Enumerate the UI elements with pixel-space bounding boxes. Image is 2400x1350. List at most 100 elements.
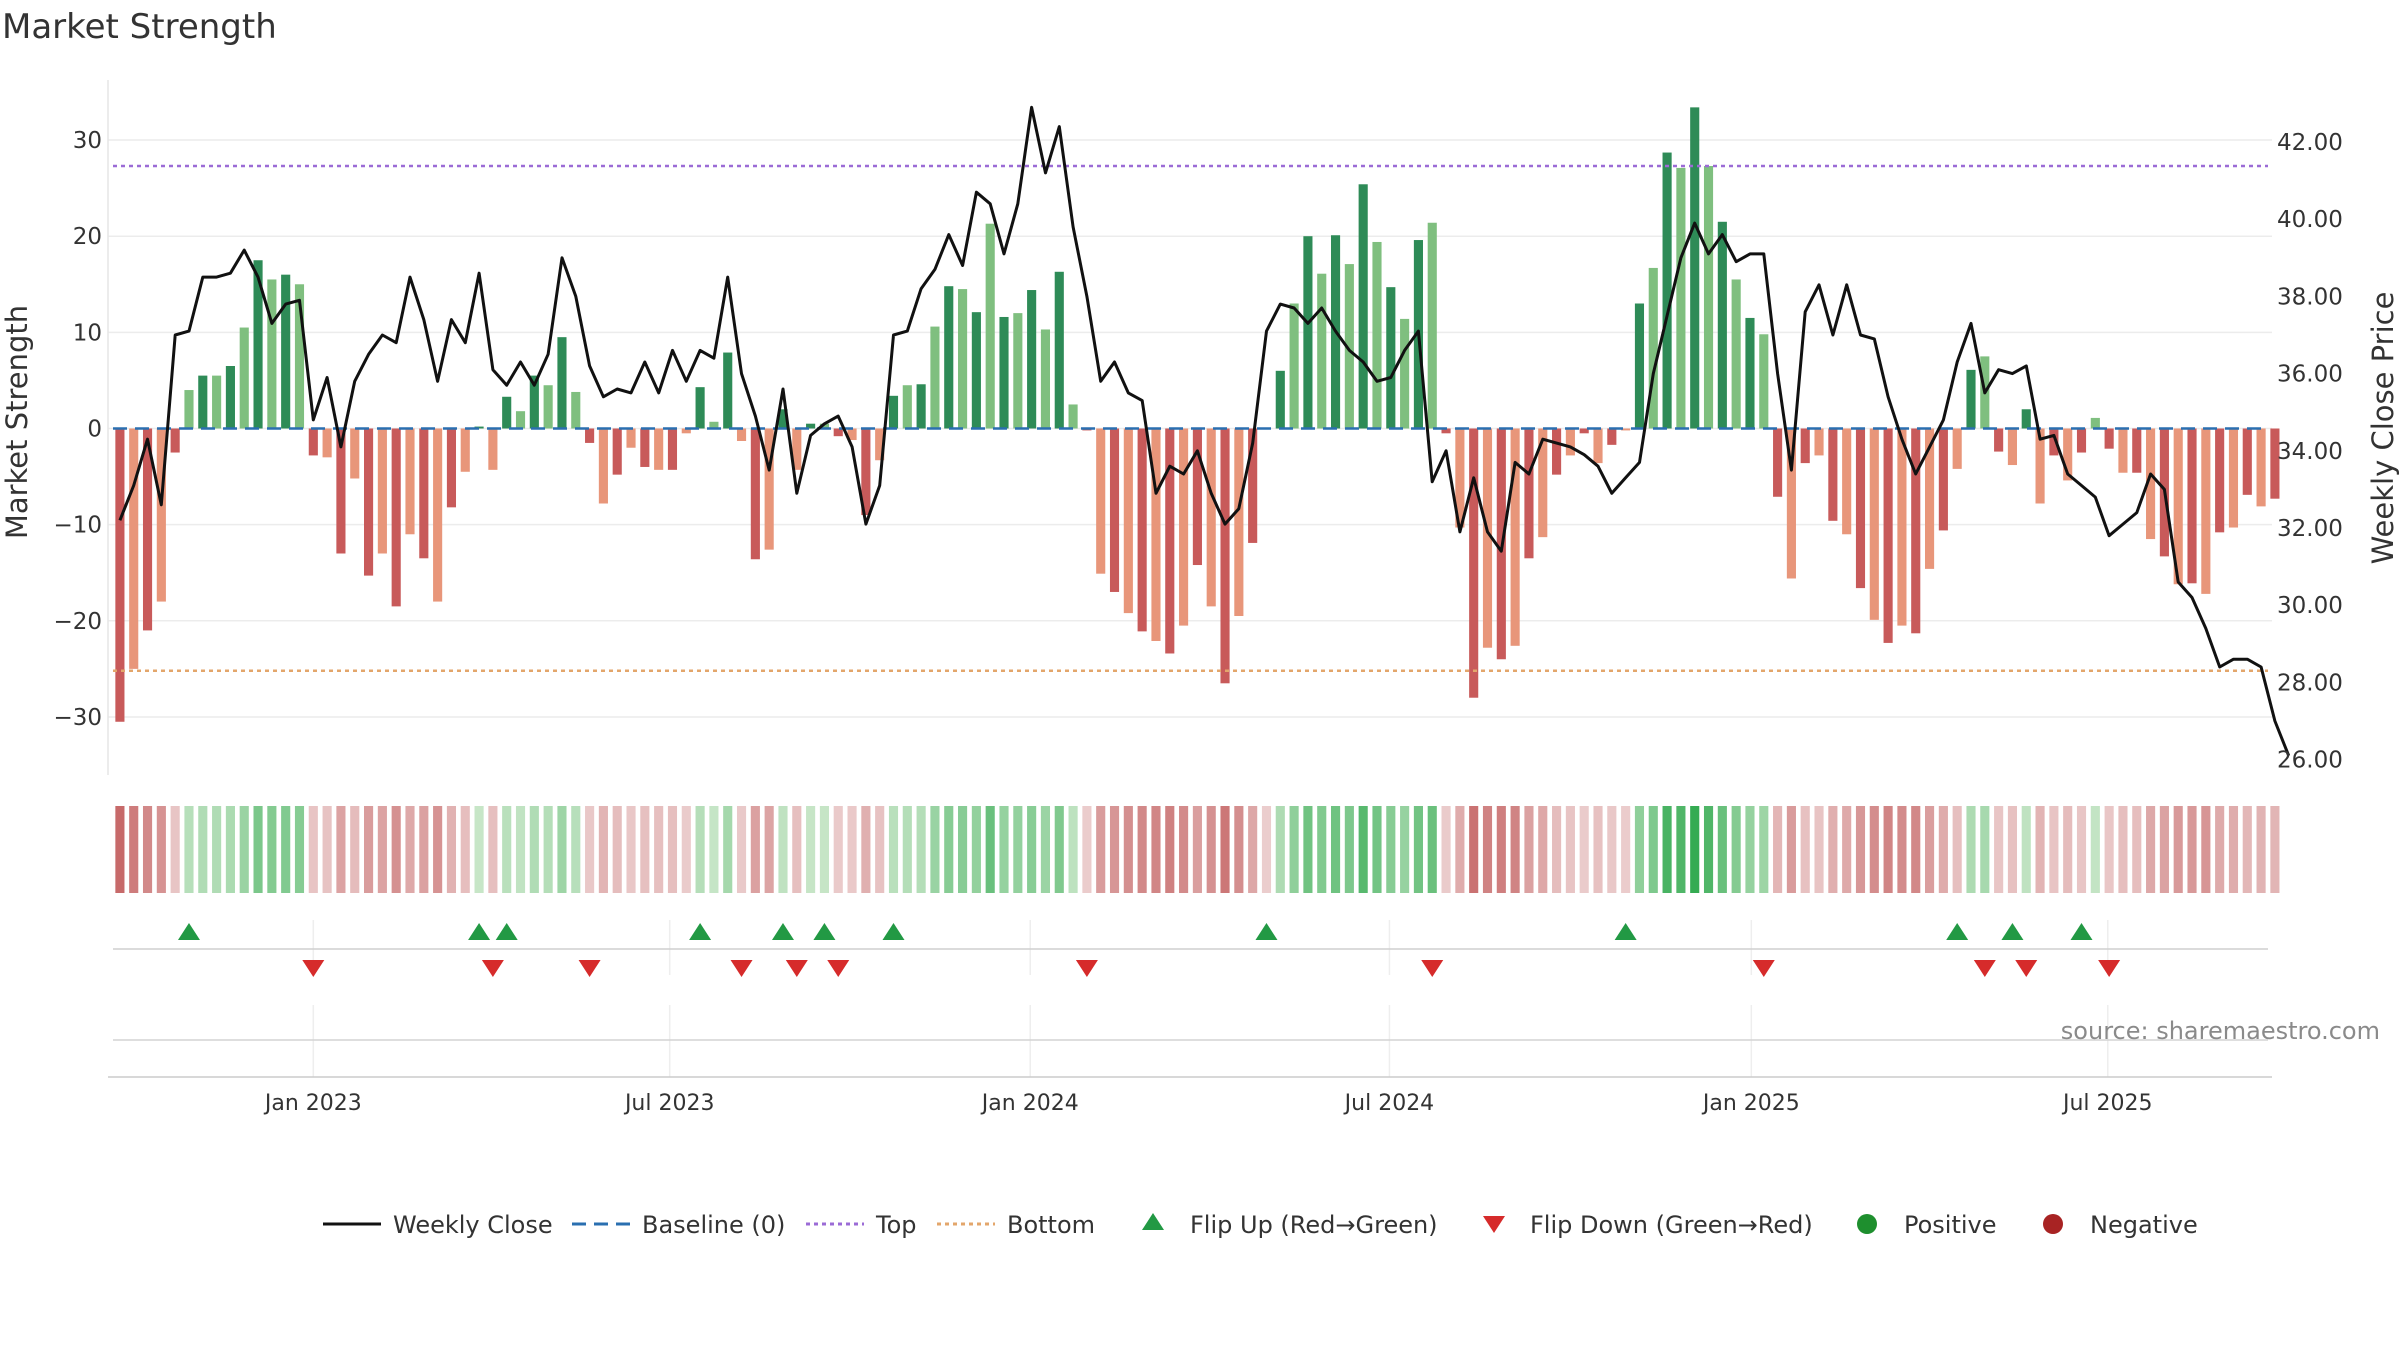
strip-cell (1759, 806, 1769, 893)
strip-cell (1234, 806, 1244, 893)
strength-bar (750, 428, 760, 560)
strip-cell (1054, 806, 1064, 893)
strip-cell (419, 806, 429, 893)
flip-up-marker (882, 923, 905, 940)
strength-bar (764, 428, 774, 550)
strip-cell (1842, 806, 1852, 893)
strip-cell (515, 806, 526, 893)
strip-cell (944, 806, 954, 893)
strength-bar (1400, 318, 1410, 429)
strength-bar (2146, 428, 2156, 540)
legend-label: Baseline (0) (642, 1211, 785, 1239)
strip-cell (1330, 806, 1341, 893)
strip-cell (2090, 806, 2100, 893)
strip-cell (1897, 806, 1907, 893)
strength-bar (529, 375, 539, 429)
flip-up-marker (2001, 923, 2024, 940)
strength-bar (1441, 428, 1451, 434)
strip-cell (2007, 806, 2017, 893)
strength-bar (640, 428, 650, 467)
strength-bar (916, 384, 926, 429)
strip-cell (888, 806, 899, 893)
strip-cell (654, 806, 664, 893)
strength-bar (1911, 428, 1921, 634)
strength-bar (267, 279, 277, 429)
strength-bar (212, 375, 222, 429)
right-tick-label: 36.00 (2277, 362, 2343, 388)
strength-bar (557, 337, 567, 429)
strip-cell (1800, 806, 1810, 893)
strip-cell (1579, 806, 1589, 893)
legend-item: Positive (1857, 1211, 1997, 1239)
strip-cell (1109, 806, 1120, 893)
strip-cell (571, 806, 581, 893)
strength-bar (1994, 428, 2004, 452)
strip-cell (1524, 806, 1534, 893)
strip-cell (792, 806, 802, 893)
x-tick-label: Jan 2025 (1701, 1091, 1800, 1116)
strength-bars (115, 107, 2280, 722)
strength-bar (1372, 241, 1382, 429)
left-tick-label: −30 (53, 705, 102, 731)
strength-bar (1648, 267, 1658, 429)
flip-down-marker (481, 960, 504, 977)
legend-swatch (2043, 1214, 2063, 1234)
left-tick-label: 10 (73, 320, 102, 346)
strip-cell (502, 806, 512, 893)
strip-cell (861, 806, 871, 893)
right-tick-label: 42.00 (2277, 130, 2343, 156)
strength-bar (115, 428, 125, 722)
strip-cell (1082, 806, 1092, 893)
strip-cell (1386, 806, 1396, 893)
strength-bar (2049, 428, 2059, 456)
strength-bar (2118, 428, 2128, 473)
strip-cell (1828, 806, 1838, 893)
strip-cell (1137, 806, 1147, 893)
right-axis-label: Weekly Close Price (2366, 292, 2400, 565)
strip-cell (1690, 806, 1700, 893)
legend-label: Bottom (1007, 1211, 1095, 1239)
strip-cell (806, 806, 816, 893)
strength-bar (1759, 334, 1769, 429)
strip-cell (1317, 806, 1327, 893)
x-tick-label: Jan 2023 (263, 1091, 362, 1116)
strip-cell (1621, 806, 1631, 893)
strength-bar (598, 428, 608, 504)
strip-cell (1980, 806, 1990, 893)
strip-cell (1427, 806, 1437, 893)
strength-bar (958, 289, 968, 429)
strip-cell (833, 806, 843, 893)
strip-cell (433, 806, 443, 893)
strength-bar (142, 428, 153, 631)
strip-cell (543, 806, 553, 893)
strip-cell (115, 806, 125, 893)
strength-bar (2256, 428, 2266, 507)
strip-cell (2035, 806, 2045, 893)
left-tick-label: −20 (53, 609, 102, 635)
strength-bar (1469, 428, 1479, 698)
strip-cell (612, 806, 622, 893)
left-axis-label: Market Strength (0, 305, 34, 539)
strength-bar (2173, 428, 2183, 585)
strength-bar (1165, 428, 1175, 654)
strength-bar (1289, 303, 1299, 429)
strip-cell (1731, 806, 1741, 893)
strip-cell (1372, 806, 1382, 893)
legend-swatch (1142, 1213, 1164, 1230)
strength-bar (875, 428, 885, 461)
strip-cell (1994, 806, 2004, 893)
strength-bar (723, 352, 733, 429)
strength-bar (2076, 428, 2087, 453)
strength-bar (1482, 428, 1493, 648)
strength-bar (654, 428, 664, 470)
strength-bar (985, 223, 995, 429)
strip-cell (1966, 806, 1976, 893)
strip-cell (902, 806, 912, 893)
x-axis-ticks: Jan 2023 Jul 2023 Jan 2024 Jul 2024 Jan 2025… (263, 1091, 2153, 1116)
x-tick-label: Jan 2024 (980, 1091, 1079, 1116)
strip-cell (2132, 806, 2142, 893)
x-tick-label: Jul 2023 (623, 1091, 715, 1116)
strength-bar (308, 428, 318, 456)
strip-cell (1027, 806, 1037, 893)
strip-cell (350, 806, 360, 893)
